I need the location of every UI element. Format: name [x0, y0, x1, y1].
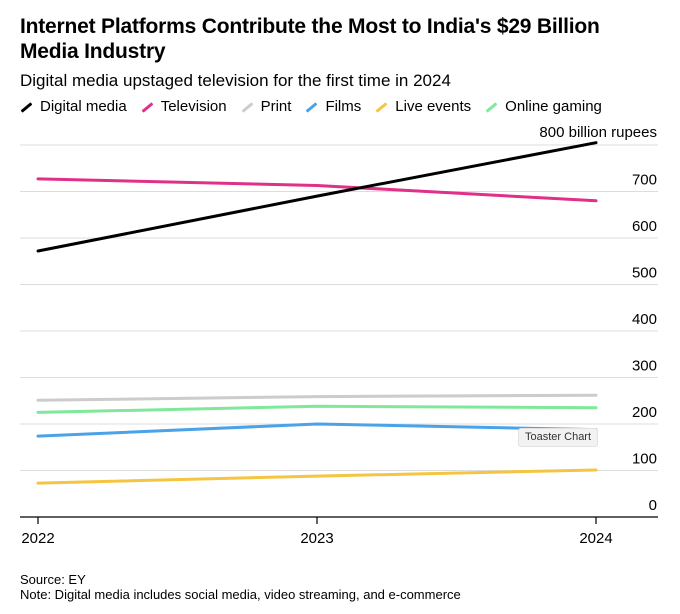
- y-tick-label: 600: [632, 218, 657, 235]
- series-line-television: [36, 177, 598, 203]
- legend-label: Digital media: [40, 98, 127, 115]
- y-tick-label: 300: [632, 358, 657, 375]
- chart-legend: Digital media Television Print Films Live ev…: [20, 98, 616, 116]
- legend-item-online-gaming: Online gaming: [485, 98, 602, 116]
- toaster-chart-tooltip: Toaster Chart: [518, 428, 599, 447]
- chart-title: Internet Platforms Contribute the Most t…: [20, 15, 600, 63]
- series-line-live-events: [36, 468, 598, 485]
- x-tick-label: 2024: [579, 530, 612, 547]
- series-line-films: [36, 422, 598, 438]
- series-line-digital-media: [36, 141, 598, 253]
- chart-footer: Source: EY Note: Digital media includes …: [20, 572, 461, 602]
- source-note: Source: EY: [20, 572, 86, 587]
- legend-label: Online gaming: [505, 98, 602, 115]
- y-tick-label: 400: [632, 311, 657, 328]
- series-line-print: [36, 393, 598, 402]
- legend-item-live-events: Live events: [375, 98, 471, 116]
- legend-label: Live events: [395, 98, 472, 115]
- footnote: Note: Digital media includes social medi…: [20, 587, 461, 602]
- legend-item-print: Print: [241, 98, 292, 116]
- legend-item-digital-media: Digital media: [20, 98, 127, 116]
- chart-subtitle: Digital media upstaged television for th…: [20, 71, 451, 90]
- y-tick-label: 100: [632, 451, 657, 468]
- series-line-online-gaming: [36, 404, 598, 414]
- legend-item-television: Television: [141, 98, 227, 116]
- legend-label: Television: [160, 98, 227, 115]
- y-tick-label: 700: [632, 172, 657, 189]
- x-tick-label: 2023: [300, 530, 333, 547]
- x-tick-label: 2022: [21, 530, 54, 547]
- y-tick-label: 200: [632, 404, 657, 421]
- y-unit-label: 800 billion rupees: [539, 124, 657, 141]
- y-tick-label: 0: [649, 497, 657, 514]
- y-tick-label: 500: [632, 265, 657, 282]
- legend-item-films: Films: [305, 98, 361, 116]
- legend-label: Films: [325, 98, 362, 115]
- legend-label: Print: [260, 98, 292, 115]
